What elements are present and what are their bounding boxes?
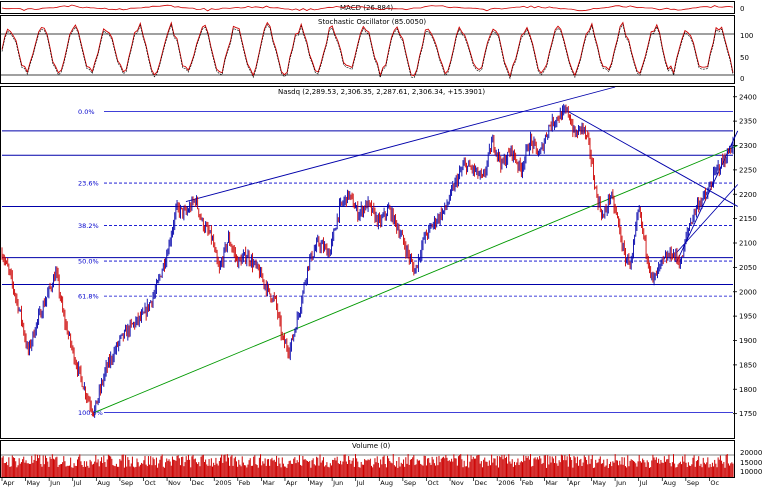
y-tick-label-10: 2250 xyxy=(739,166,757,174)
x-tick-label-21: 2006 xyxy=(498,479,515,487)
price-bars xyxy=(1,103,734,418)
stochastic-d-line xyxy=(1,23,734,80)
trendlines xyxy=(93,86,739,414)
stoch-tick-100: 100 xyxy=(740,32,753,40)
x-tick-label-14: Jun xyxy=(332,479,343,487)
y-tick-label-4: 1950 xyxy=(739,313,757,321)
date-axis: Apr May Jun Jul Aug Sep Oct Nov Dec 2005 Feb Mar Apr… xyxy=(1,478,720,487)
x-tick-label-13: May xyxy=(310,479,324,487)
x-tick-label-28: Aug xyxy=(663,479,676,487)
fib-label-1: 23.6% xyxy=(78,180,99,188)
fib-label-3: 50.0% xyxy=(78,258,99,266)
fib-label-2: 38.2% xyxy=(78,222,99,230)
y-tick-label-5: 2000 xyxy=(739,288,757,296)
x-tick-label-10: Feb xyxy=(239,479,251,487)
x-tick-label-7: Nov xyxy=(168,479,181,487)
fib-label-5: 100.0% xyxy=(78,409,103,417)
stoch-panel-frame xyxy=(0,15,735,84)
x-tick-label-4: Aug xyxy=(97,479,110,487)
x-tick-label-1: May xyxy=(27,479,41,487)
x-tick-label-5: Sep xyxy=(121,479,133,487)
y-tick-label-1: 1800 xyxy=(739,386,757,394)
fibonacci-levels: 0.0% 23.6% 38.2% 50.0% 61.8% 100.0% xyxy=(78,108,733,417)
x-tick-label-15: Jul xyxy=(356,479,365,487)
y-tick-label-2: 1850 xyxy=(739,361,757,369)
x-tick-label-3: Jul xyxy=(73,479,82,487)
x-tick-label-18: Oct xyxy=(427,479,439,487)
stoch-tick-50: 50 xyxy=(740,54,749,62)
fib-label-4: 61.8% xyxy=(78,293,99,301)
macd-line xyxy=(1,4,734,12)
y-tick-label-11: 2300 xyxy=(739,142,757,150)
x-tick-label-24: Apr xyxy=(569,479,581,487)
y-tick-label-3: 1900 xyxy=(739,337,757,345)
volume-tick-10000: 10000 xyxy=(740,468,762,476)
y-tick-label-12: 2350 xyxy=(739,118,757,126)
x-tick-label-0: Apr xyxy=(3,479,15,487)
x-tick-label-19: Nov xyxy=(451,479,464,487)
x-tick-label-22: Feb xyxy=(522,479,534,487)
main-label: Nasdq (2,289.53, 2,306.35, 2,287.61, 2,3… xyxy=(278,88,485,96)
x-tick-label-27: Jul xyxy=(639,479,648,487)
stochastic-k-line xyxy=(1,21,734,79)
volume-tick-15000: 15000 xyxy=(740,459,762,467)
volume-label: Volume (0) xyxy=(352,442,390,450)
stochastic-series xyxy=(1,21,734,80)
x-tick-label-30: Oc xyxy=(710,479,719,487)
x-tick-label-2: Jun xyxy=(49,479,60,487)
x-tick-label-16: Aug xyxy=(380,479,393,487)
y-tick-label-7: 2100 xyxy=(739,240,757,248)
y-tick-label-0: 1750 xyxy=(739,410,757,418)
stoch-label: Stochastic Oscillator (85.0050) xyxy=(318,18,426,26)
main-panel-frame xyxy=(0,86,735,439)
trendline-0 xyxy=(185,86,616,202)
price-axis: 1750 1800 1850 1900 1950 2000 2050 2100 2150 2200… xyxy=(733,93,757,418)
stoch-tick-0: 0 xyxy=(740,75,744,83)
volume-bars xyxy=(1,454,734,477)
x-tick-label-12: Apr xyxy=(286,479,298,487)
volume-panel-frame xyxy=(0,440,735,478)
macd-panel-frame xyxy=(0,1,735,14)
x-tick-label-26: Jun xyxy=(615,479,626,487)
x-tick-label-9: 2005 xyxy=(215,479,232,487)
x-tick-label-25: May xyxy=(593,479,607,487)
macd-tick-0: 0 xyxy=(740,5,744,13)
trendline-1 xyxy=(93,145,738,414)
fib-label-0: 0.0% xyxy=(78,108,95,116)
support-resistance-lines xyxy=(2,130,733,285)
x-tick-label-29: Sep xyxy=(687,479,699,487)
trendline-4 xyxy=(676,184,739,254)
x-tick-label-6: Oct xyxy=(144,479,156,487)
x-tick-label-20: Dec xyxy=(475,479,488,487)
y-tick-label-8: 2150 xyxy=(739,215,757,223)
x-tick-label-17: Sep xyxy=(404,479,416,487)
x-tick-label-8: Dec xyxy=(192,479,205,487)
x-tick-label-23: Mar xyxy=(545,479,558,487)
y-tick-label-6: 2050 xyxy=(739,264,757,272)
y-tick-label-13: 2400 xyxy=(739,93,757,101)
macd-series xyxy=(1,4,734,12)
volume-tick-20000: 20000 xyxy=(740,449,762,457)
x-tick-label-11: Mar xyxy=(262,479,275,487)
y-tick-label-9: 2200 xyxy=(739,191,757,199)
